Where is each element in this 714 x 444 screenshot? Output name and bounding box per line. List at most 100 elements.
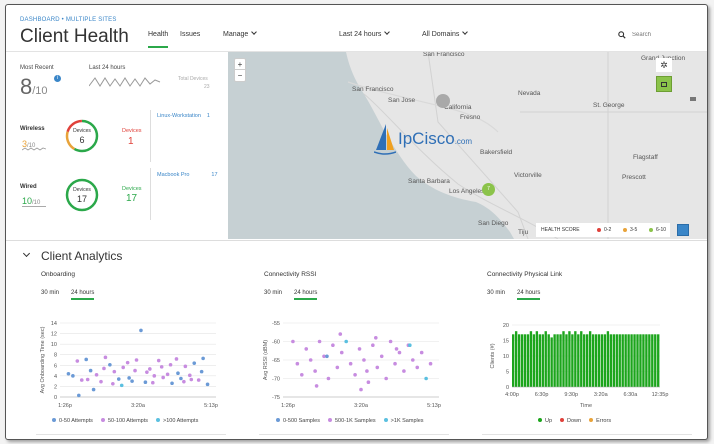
zoom-out-button[interactable]: −	[237, 71, 243, 80]
breadcrumb[interactable]: DASHBOARD • MULTIPLE SITES	[20, 17, 117, 23]
data-point	[108, 362, 112, 367]
legend-item[interactable]: Down	[560, 418, 581, 424]
data-point	[152, 374, 157, 378]
data-point	[402, 369, 406, 373]
last-24-hours-label: Last 24 hours	[89, 65, 126, 71]
legend-label: 3-5	[630, 227, 638, 233]
data-point	[161, 375, 165, 380]
data-point	[188, 373, 192, 378]
search-input[interactable]	[632, 29, 702, 41]
chevron-down-icon[interactable]	[22, 249, 31, 258]
onboarding-tab-24h[interactable]: 24 hours	[71, 290, 95, 300]
info-icon[interactable]: i	[54, 75, 61, 82]
time-range-label: Last 24 hours	[339, 31, 382, 38]
bar	[642, 334, 645, 387]
legend-item[interactable]: 500-1K Samples	[328, 418, 376, 424]
map-scroll-indicator	[690, 97, 696, 101]
overall-score-denominator: /10	[32, 85, 48, 97]
legend-item[interactable]: >1K Samples	[383, 418, 424, 424]
data-point	[127, 376, 131, 380]
wireless-score-denominator: /10	[27, 143, 36, 149]
physical-link-tab-24h[interactable]: 24 hours	[517, 290, 541, 300]
bar	[627, 334, 630, 387]
data-point	[66, 371, 71, 376]
bar	[514, 331, 518, 387]
data-point	[125, 360, 130, 365]
map-expand-button[interactable]	[677, 224, 689, 236]
bar	[636, 334, 639, 387]
rssi-tab-30min[interactable]: 30 min	[264, 290, 283, 296]
tab-issues[interactable]: Issues	[180, 31, 201, 38]
map-cluster-green[interactable]: 7	[482, 183, 495, 196]
time-range-select[interactable]: Last 24 hours	[339, 29, 391, 38]
y-tick-label: 0	[54, 395, 57, 401]
manage-menu[interactable]: Manage	[223, 29, 258, 38]
map-label: Santa Barbara	[408, 178, 450, 185]
bar	[553, 334, 556, 387]
data-point	[119, 383, 124, 388]
divider	[482, 434, 692, 435]
map-layer-toggle[interactable]	[656, 76, 672, 92]
x-tick-label: 6:30p	[535, 392, 549, 398]
bar	[535, 331, 539, 387]
rssi-tab-24h[interactable]: 24 hours	[294, 290, 318, 300]
data-point	[103, 355, 108, 360]
wired-devices-ring[interactable]	[64, 177, 100, 213]
linux-workstation-link[interactable]: Linux-Workstation 1	[157, 113, 210, 119]
search-icon[interactable]	[618, 31, 626, 39]
legend-dot-red	[597, 228, 601, 232]
legend-label: 500-1K Samples	[335, 418, 376, 424]
wired-status-value: 17	[126, 193, 138, 204]
onboarding-tab-30min[interactable]: 30 min	[41, 290, 60, 296]
zoom-in-button[interactable]: +	[235, 59, 245, 70]
x-tick-label: 6:30a	[624, 392, 639, 398]
x-tick-label: 9:30p	[564, 392, 578, 398]
bar	[517, 334, 521, 387]
bar	[538, 334, 541, 387]
layer-icon	[661, 82, 667, 87]
bar	[520, 334, 524, 387]
bar	[577, 334, 580, 387]
bar	[588, 331, 592, 387]
settings-icon[interactable]: ✲	[656, 58, 672, 72]
tab-health[interactable]: Health	[148, 31, 169, 48]
x-tick-label: 3:20a	[594, 392, 609, 398]
domain-select[interactable]: All Domains	[422, 29, 469, 38]
y-tick-label: -65	[272, 358, 280, 364]
legend-item[interactable]: 0-500 Samples	[276, 418, 320, 424]
bar	[544, 331, 547, 387]
bar	[657, 334, 660, 387]
data-point	[77, 393, 81, 398]
y-tick-label: 20	[503, 323, 509, 329]
physical-link-tab-30min[interactable]: 30 min	[487, 290, 506, 296]
bar	[571, 334, 574, 387]
legend-item[interactable]: 0-50 Attempts	[52, 418, 93, 424]
data-point	[384, 376, 388, 381]
data-point	[189, 377, 194, 382]
legend-item[interactable]: 50-100 Attempts	[100, 418, 148, 424]
y-tick-label: 14	[51, 321, 57, 327]
data-point	[371, 343, 375, 347]
data-point	[75, 359, 80, 363]
macbook-pro-link[interactable]: Macbook Pro 17	[157, 172, 218, 178]
data-point	[88, 368, 93, 373]
health-map[interactable]: + − Grand Junction San Francisco San Fra…	[228, 52, 707, 239]
bar	[591, 334, 595, 387]
data-point	[331, 343, 335, 347]
wireless-devices-label: Devices	[73, 128, 91, 134]
bar	[597, 334, 601, 387]
data-point	[133, 368, 137, 373]
bar	[651, 334, 654, 387]
legend-item[interactable]: Up	[538, 418, 552, 424]
data-point	[165, 372, 170, 377]
bar	[630, 334, 633, 387]
data-point	[145, 370, 149, 374]
map-label: California	[444, 104, 472, 111]
onboarding-chart: 0 2 4 6 8 10 12 14 1:26p 3:20a 5:13p Avg Onboarding…	[40, 321, 218, 409]
legend-item[interactable]: >100 Attempts	[156, 418, 198, 424]
map-cluster-grey[interactable]	[436, 94, 450, 108]
legend-item[interactable]: Errors	[589, 418, 611, 424]
wireless-devices-ring[interactable]	[64, 118, 100, 154]
bar	[529, 331, 533, 387]
data-point	[428, 361, 433, 366]
